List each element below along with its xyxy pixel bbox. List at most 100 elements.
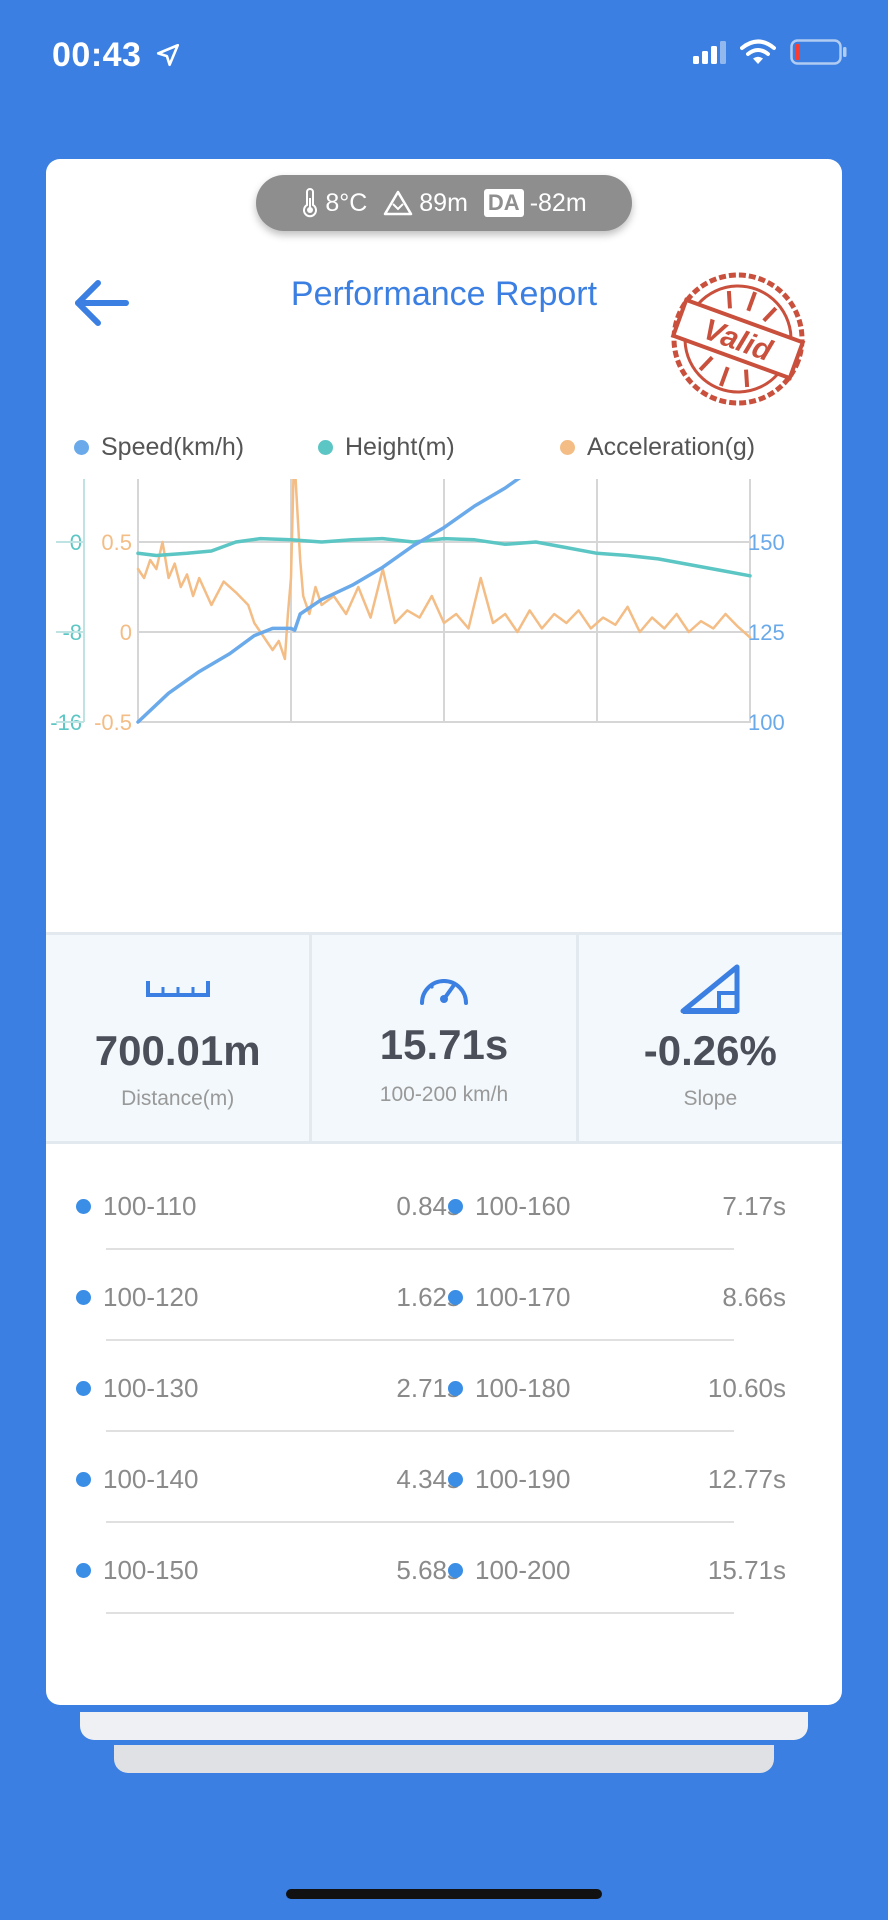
split-range: 100-170 xyxy=(475,1282,571,1312)
speed-series-line xyxy=(136,479,521,724)
legend-item-height: Height(m) xyxy=(318,433,455,462)
bullet-dot xyxy=(76,1563,91,1578)
conditions-pill: 8°C 89m DA -82m xyxy=(256,175,632,231)
split-range: 100-180 xyxy=(475,1373,571,1403)
legend-swatch xyxy=(74,440,89,455)
acceleration-tick-label: 0 xyxy=(120,620,132,645)
summary-stats: 700.01m Distance(m) 15.71s 100-200 km/h xyxy=(46,932,842,1144)
legend-label: Height(m) xyxy=(345,433,455,461)
acceleration-tick-label: 0.5 xyxy=(101,530,132,555)
height-series-line xyxy=(136,536,752,578)
bullet-dot xyxy=(76,1199,91,1214)
status-icons xyxy=(692,38,848,66)
acceleration-series-line xyxy=(136,479,752,661)
split-left: 100-120 xyxy=(76,1282,198,1313)
split-right: 100-180 xyxy=(448,1373,570,1404)
report-card: 8°C 89m DA -82m Performance Report xyxy=(46,159,842,1705)
card-stack-shadow xyxy=(114,1745,774,1773)
distance-label: Distance(m) xyxy=(121,1087,235,1110)
split-row: 100-140 4.34s 100-190 12.77s xyxy=(46,1432,842,1523)
da-badge: DA xyxy=(483,189,524,217)
split-time: 12.77s xyxy=(707,1464,786,1494)
bullet-dot xyxy=(448,1472,463,1487)
back-arrow-icon xyxy=(75,280,129,326)
stat-distance: 700.01m Distance(m) xyxy=(46,935,309,1141)
row-divider xyxy=(106,1248,734,1250)
split-left: 100-140 xyxy=(76,1464,198,1495)
page-title: Performance Report xyxy=(290,275,598,313)
split-time: 5.68s xyxy=(396,1555,460,1585)
row-divider xyxy=(106,1339,734,1341)
split-row: 100-150 5.68s 100-200 15.71s xyxy=(46,1523,842,1614)
split-row: 100-120 1.62s 100-170 8.66s xyxy=(46,1250,842,1341)
thermometer-icon xyxy=(303,188,318,218)
split-range: 100-200 xyxy=(475,1555,571,1585)
split-left: 100-110 xyxy=(76,1191,197,1222)
time-label: 100-200 km/h xyxy=(379,1083,509,1106)
legend-item-speed: Speed(km/h) xyxy=(74,433,244,462)
speedometer-icon xyxy=(419,979,468,1005)
slope-icon xyxy=(680,964,740,1014)
battery-icon xyxy=(790,39,847,65)
bullet-dot xyxy=(76,1290,91,1305)
chart-legend: Speed(km/h) Height(m) Acceleration(g) xyxy=(46,433,842,473)
altitude-value: 89m xyxy=(419,188,468,217)
split-left: 100-130 xyxy=(76,1373,198,1404)
split-time: 10.60s xyxy=(707,1373,786,1403)
split-time: 8.66s xyxy=(722,1282,786,1312)
split-right: 100-170 xyxy=(448,1282,570,1313)
speed-tick-label: 150 xyxy=(748,530,785,555)
split-time: 0.84s xyxy=(396,1191,460,1221)
bullet-dot xyxy=(76,1472,91,1487)
split-times-list: 100-110 0.84s 100-160 7.17s 100-120 1.62… xyxy=(46,1159,842,1614)
bullet-dot xyxy=(448,1381,463,1396)
speed-tick-label: 125 xyxy=(748,620,785,645)
split-range: 100-150 xyxy=(103,1555,199,1585)
bullet-dot xyxy=(448,1563,463,1578)
split-range: 100-140 xyxy=(103,1464,199,1494)
split-range: 100-190 xyxy=(475,1464,571,1494)
stat-slope: -0.26% Slope xyxy=(575,935,842,1141)
row-divider xyxy=(106,1430,734,1432)
density-altitude-value: -82m xyxy=(529,188,587,217)
wifi-icon xyxy=(740,39,776,64)
back-button[interactable] xyxy=(66,267,138,339)
legend-label: Speed(km/h) xyxy=(101,433,245,461)
density-altitude-item: DA -82m xyxy=(483,188,587,218)
legend-swatch xyxy=(560,440,575,455)
split-right: 100-200 xyxy=(448,1555,570,1586)
performance-chart: 1680-8-161.510.50-0.5200175150125100 xyxy=(50,479,785,735)
time-value: 15.71s xyxy=(379,1021,509,1068)
legend-label: Acceleration(g) xyxy=(587,433,756,461)
split-time: 15.71s xyxy=(707,1555,786,1585)
distance-value: 700.01m xyxy=(94,1027,261,1074)
location-arrow-icon xyxy=(157,43,180,67)
acceleration-tick-label: -0.5 xyxy=(94,710,132,735)
bullet-dot xyxy=(448,1290,463,1305)
mountain-icon xyxy=(384,190,413,216)
home-indicator[interactable] xyxy=(286,1889,602,1899)
slope-label: Slope xyxy=(683,1087,738,1110)
split-range: 100-130 xyxy=(103,1373,199,1403)
stat-time: 15.71s 100-200 km/h xyxy=(309,935,575,1141)
status-bar: 00:43 xyxy=(0,0,888,110)
split-time: 2.71s xyxy=(396,1373,460,1403)
temperature-value: 8°C xyxy=(325,188,368,217)
split-time: 4.34s xyxy=(396,1464,460,1494)
split-time: 7.17s xyxy=(722,1191,786,1221)
split-left: 100-150 xyxy=(76,1555,198,1586)
row-divider xyxy=(106,1521,734,1523)
card-stack-shadow xyxy=(80,1712,808,1740)
bullet-dot xyxy=(448,1199,463,1214)
legend-item-acceleration: Acceleration(g) xyxy=(560,433,755,462)
split-row: 100-110 0.84s 100-160 7.17s xyxy=(46,1159,842,1250)
slope-value: -0.26% xyxy=(643,1027,777,1074)
legend-swatch xyxy=(318,440,333,455)
cellular-signal-icon xyxy=(693,41,726,64)
row-divider xyxy=(106,1612,734,1614)
split-time: 1.62s xyxy=(396,1282,460,1312)
temperature-item: 8°C xyxy=(301,188,367,218)
status-time: 00:43 xyxy=(52,36,181,75)
split-range: 100-160 xyxy=(475,1191,571,1221)
bullet-dot xyxy=(76,1381,91,1396)
